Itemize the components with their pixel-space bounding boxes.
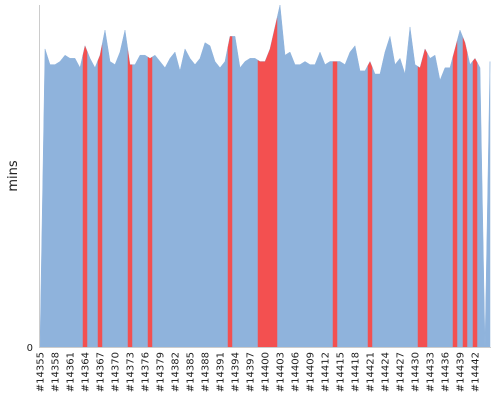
x-tick-label: #14391 <box>216 352 227 392</box>
x-tick-label: #14409 <box>306 352 317 392</box>
x-tick-label: #14382 <box>171 352 182 392</box>
failed-build-segment <box>367 61 373 347</box>
failed-build-segment <box>227 36 233 347</box>
y-axis-title: mins <box>6 160 21 192</box>
x-tick-label: #14388 <box>201 352 212 392</box>
x-tick-label: #14373 <box>126 352 137 392</box>
x-tick-label: #14433 <box>426 352 437 392</box>
x-tick-label: #14442 <box>471 352 482 392</box>
x-tick-label: #14370 <box>111 352 122 392</box>
x-tick-label: #14439 <box>456 352 467 392</box>
failed-build-segment <box>97 43 103 347</box>
x-tick-label: #14394 <box>231 352 242 392</box>
y-tick-label: 0 <box>27 343 33 354</box>
failed-build-segment <box>462 37 468 347</box>
x-tick-label: #14376 <box>141 352 152 392</box>
x-tick-label: #14364 <box>81 352 92 392</box>
failed-build-segment <box>417 48 428 348</box>
x-tick-label: #14403 <box>276 352 287 392</box>
x-tick-label: #14424 <box>381 352 392 392</box>
x-tick-label: #14385 <box>186 352 197 392</box>
failed-build-segment <box>257 17 278 348</box>
x-tick-label: #14400 <box>261 352 272 392</box>
x-tick-label: #14418 <box>351 352 362 392</box>
failed-build-segment <box>332 61 338 347</box>
failed-build-segment <box>127 49 133 347</box>
x-tick-label: #14421 <box>366 352 377 392</box>
x-tick-label: #14412 <box>321 352 332 392</box>
x-tick-label: #14415 <box>336 352 347 392</box>
x-tick-label: #14427 <box>396 352 407 392</box>
x-tick-labels: #14355 #14358 #14361 #14364 #14367 #14370 #143… <box>36 352 482 392</box>
plot-area <box>39 4 491 348</box>
x-tick-label: #14436 <box>441 352 452 392</box>
x-tick-label: #14430 <box>411 352 422 392</box>
x-tick-label: #14397 <box>246 352 257 392</box>
x-tick-label: #14355 <box>36 352 47 392</box>
failed-build-segment <box>452 40 458 348</box>
failed-build-segment <box>472 58 478 348</box>
x-tick-label: #14358 <box>51 352 62 392</box>
failed-build-segment <box>147 56 153 348</box>
failed-build-segment <box>82 45 88 347</box>
x-tick-label: #14379 <box>156 352 167 392</box>
x-tick-label: #14406 <box>291 352 302 392</box>
x-tick-label: #14367 <box>96 352 107 392</box>
x-tick-label: #14361 <box>66 352 77 392</box>
